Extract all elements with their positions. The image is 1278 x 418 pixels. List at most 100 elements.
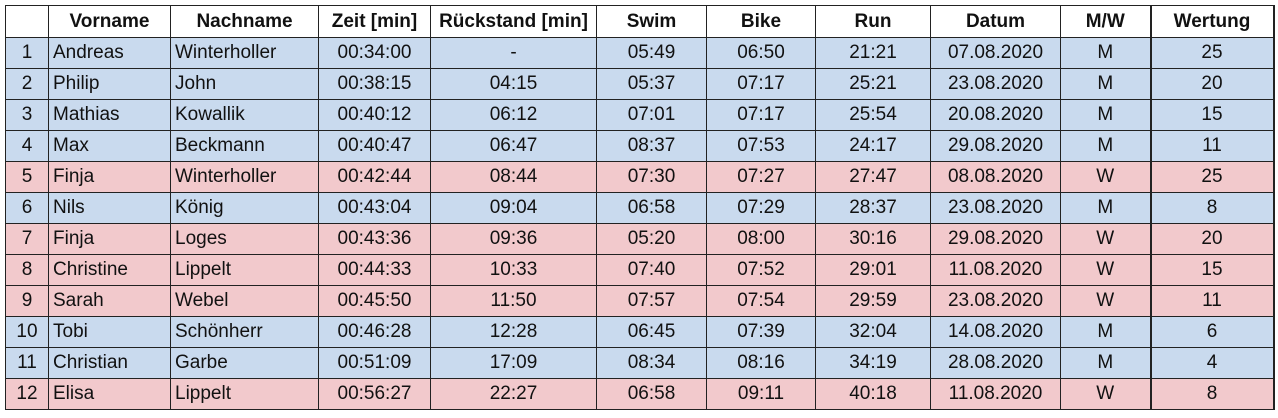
table-cell: 00:44:33 <box>318 254 431 286</box>
table-row: 7 Finja Loges 00:43:36 09:36 05:20 08:00 30:16 2… <box>5 223 1275 255</box>
header-cell: Rückstand [min] <box>430 5 597 38</box>
table-cell: 06:50 <box>706 37 816 69</box>
table-cell: Winterholler <box>170 37 319 69</box>
table-cell: 00:38:15 <box>318 68 431 100</box>
header-cell: M/W <box>1060 5 1151 38</box>
table-row: 12 Elisa Lippelt 00:56:27 22:27 06:58 09:11 40:… <box>5 378 1275 410</box>
table-cell: W <box>1060 378 1151 410</box>
header-cell: Swim <box>596 5 707 38</box>
table-cell: W <box>1060 223 1151 255</box>
header-cell: Bike <box>706 5 816 38</box>
table-cell: 20.08.2020 <box>930 99 1061 131</box>
table-cell: 07:54 <box>706 285 816 317</box>
table-cell: 29.08.2020 <box>930 223 1061 255</box>
table-cell: Mathias <box>48 99 171 131</box>
table-cell: 2 <box>5 68 49 100</box>
table-cell: 25 <box>1149 37 1275 69</box>
table-cell: 29.08.2020 <box>930 130 1061 162</box>
table-cell: 11 <box>5 347 49 379</box>
table-cell: M <box>1060 68 1151 100</box>
table-body: 1 Andreas Winterholler 00:34:00-05:49 06:50 2… <box>5 37 1275 410</box>
table-row: 8 Christine Lippelt 00:44:33 10:33 07:40 07:52… <box>5 254 1275 286</box>
table-cell: Finja <box>48 223 171 255</box>
table-cell: 09:36 <box>430 223 597 255</box>
table-cell: 30:16 <box>815 223 931 255</box>
table-cell: 10:33 <box>430 254 597 286</box>
table-cell: M <box>1060 347 1151 379</box>
table-cell: 06:58 <box>596 192 707 224</box>
table-cell: 11:50 <box>430 285 597 317</box>
table-cell: 06:12 <box>430 99 597 131</box>
table-cell: 23.08.2020 <box>930 285 1061 317</box>
table-cell: 7 <box>5 223 49 255</box>
table-cell: 07:01 <box>596 99 707 131</box>
table-cell: Max <box>48 130 171 162</box>
table-cell: 07:17 <box>706 68 816 100</box>
table-cell: Tobi <box>48 316 171 348</box>
table-cell: 09:04 <box>430 192 597 224</box>
table-cell: 3 <box>5 99 49 131</box>
table-row: 6 Nils König 00:43:04 09:04 06:58 07:29 28:37 23… <box>5 192 1275 224</box>
table-cell: 12 <box>5 378 49 410</box>
table-cell: 00:45:50 <box>318 285 431 317</box>
table-cell: Finja <box>48 161 171 193</box>
table-cell: 07.08.2020 <box>930 37 1061 69</box>
table-cell: 05:49 <box>596 37 707 69</box>
table-cell: 00:46:28 <box>318 316 431 348</box>
table-cell: 00:43:36 <box>318 223 431 255</box>
table-cell: 23.08.2020 <box>930 68 1061 100</box>
table-cell: 14.08.2020 <box>930 316 1061 348</box>
table-cell: 07:17 <box>706 99 816 131</box>
table-cell: 08:00 <box>706 223 816 255</box>
header-cell: Wertung <box>1149 5 1275 38</box>
table-cell: Sarah <box>48 285 171 317</box>
header-cell: Zeit [min] <box>318 5 431 38</box>
table-cell: Beckmann <box>170 130 319 162</box>
table-cell: Christine <box>48 254 171 286</box>
table-cell: W <box>1060 254 1151 286</box>
table-cell: 00:42:44 <box>318 161 431 193</box>
table-cell: Schönherr <box>170 316 319 348</box>
table-cell: Philip <box>48 68 171 100</box>
table-cell: Winterholler <box>170 161 319 193</box>
table-cell: 20 <box>1149 68 1275 100</box>
table-cell: 06:47 <box>430 130 597 162</box>
table-row: 11 Christian Garbe 00:51:09 17:09 08:34 08:16 3… <box>5 347 1275 379</box>
table-cell: M <box>1060 130 1151 162</box>
table-cell: 1 <box>5 37 49 69</box>
table-cell: 00:56:27 <box>318 378 431 410</box>
header-row: Vorname Nachname Zeit [min] Rückstand [min]… <box>5 5 1275 38</box>
table-cell: Elisa <box>48 378 171 410</box>
table-cell: 21:21 <box>815 37 931 69</box>
table-cell: 07:29 <box>706 192 816 224</box>
header-cell: Datum <box>930 5 1061 38</box>
table-cell: 05:20 <box>596 223 707 255</box>
table-cell: 28:37 <box>815 192 931 224</box>
table-cell: W <box>1060 161 1151 193</box>
table-cell: M <box>1060 192 1151 224</box>
table-row: 9 Sarah Webel 00:45:50 11:50 07:57 07:54 29:59 2… <box>5 285 1275 317</box>
table-cell: Webel <box>170 285 319 317</box>
table-cell: 20 <box>1149 223 1275 255</box>
table-cell: Garbe <box>170 347 319 379</box>
table-row: 4 Max Beckmann 00:40:47 06:47 08:37 07:53 24:17… <box>5 130 1275 162</box>
table-cell: 11.08.2020 <box>930 254 1061 286</box>
table-cell: 4 <box>5 130 49 162</box>
table-cell: 8 <box>1149 192 1275 224</box>
table-cell: 27:47 <box>815 161 931 193</box>
table-cell: 23.08.2020 <box>930 192 1061 224</box>
table-cell: 04:15 <box>430 68 597 100</box>
table-cell: 17:09 <box>430 347 597 379</box>
table-cell: 05:37 <box>596 68 707 100</box>
table-cell: 10 <box>5 316 49 348</box>
table-cell: 11.08.2020 <box>930 378 1061 410</box>
table-cell: 22:27 <box>430 378 597 410</box>
table-cell: 5 <box>5 161 49 193</box>
table-cell: 08:44 <box>430 161 597 193</box>
table-cell: 00:40:12 <box>318 99 431 131</box>
table-cell: 6 <box>5 192 49 224</box>
table-cell: Nils <box>48 192 171 224</box>
results-table: Vorname Nachname Zeit [min] Rückstand [min]… <box>5 5 1275 410</box>
table-cell: 08.08.2020 <box>930 161 1061 193</box>
table-cell: 07:27 <box>706 161 816 193</box>
